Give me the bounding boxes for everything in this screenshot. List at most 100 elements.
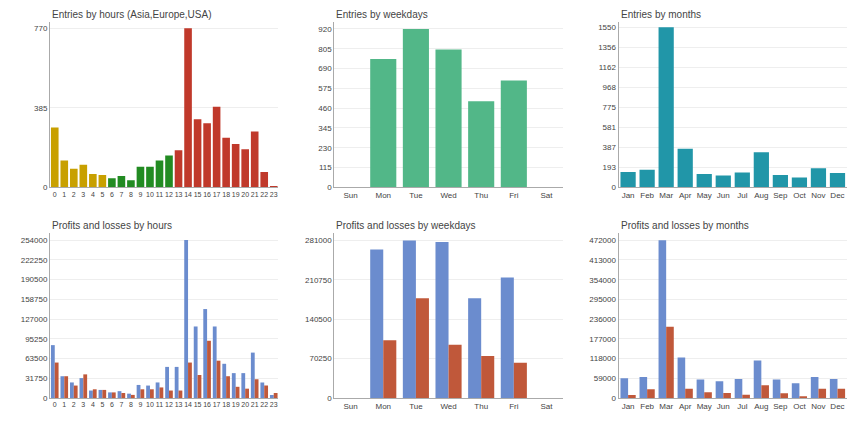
svg-text:Aug: Aug	[754, 191, 768, 200]
svg-text:13: 13	[175, 401, 183, 408]
svg-text:12: 12	[165, 401, 173, 408]
svg-text:118000: 118000	[590, 354, 617, 363]
svg-text:254000: 254000	[21, 236, 48, 245]
svg-text:236000: 236000	[589, 315, 616, 324]
svg-text:1356: 1356	[598, 43, 616, 52]
svg-text:Profits and losses by weekdays: Profits and losses by weekdays	[336, 220, 476, 231]
svg-text:Tue: Tue	[409, 402, 423, 411]
svg-text:Nov: Nov	[811, 402, 825, 411]
svg-text:Jul: Jul	[737, 402, 747, 411]
svg-text:968: 968	[603, 83, 617, 92]
svg-text:Fri: Fri	[509, 402, 519, 411]
svg-text:0: 0	[43, 183, 48, 192]
svg-text:16: 16	[203, 401, 211, 408]
svg-text:354000: 354000	[589, 275, 616, 284]
svg-text:0: 0	[612, 183, 617, 192]
svg-text:Feb: Feb	[640, 191, 654, 200]
svg-text:Feb: Feb	[640, 402, 654, 411]
svg-text:5: 5	[100, 401, 104, 408]
svg-text:11: 11	[156, 191, 163, 198]
svg-text:Oct: Oct	[793, 402, 806, 411]
svg-text:Apr: Apr	[679, 191, 692, 200]
svg-text:Wed: Wed	[440, 191, 456, 200]
svg-text:Dec: Dec	[830, 402, 844, 411]
svg-text:345: 345	[318, 124, 332, 133]
svg-text:158750: 158750	[21, 295, 48, 304]
svg-text:14: 14	[184, 401, 192, 408]
svg-text:127000: 127000	[21, 315, 48, 324]
svg-text:Jul: Jul	[737, 191, 747, 200]
svg-text:1: 1	[62, 401, 66, 408]
svg-text:472000: 472000	[589, 236, 616, 245]
svg-text:0: 0	[43, 394, 48, 403]
svg-text:140500: 140500	[305, 315, 332, 324]
svg-text:413000: 413000	[589, 256, 616, 265]
svg-text:20: 20	[241, 191, 249, 198]
svg-text:0: 0	[327, 394, 332, 403]
svg-text:Dec: Dec	[830, 191, 844, 200]
svg-text:8: 8	[129, 401, 133, 408]
svg-text:805: 805	[318, 45, 332, 54]
svg-text:2: 2	[72, 191, 76, 198]
svg-text:Mar: Mar	[659, 402, 673, 411]
svg-text:63500: 63500	[25, 354, 48, 363]
svg-text:295000: 295000	[589, 295, 616, 304]
svg-text:Mon: Mon	[375, 402, 391, 411]
svg-text:1162: 1162	[599, 63, 617, 72]
svg-text:Tue: Tue	[409, 191, 423, 200]
svg-text:22: 22	[260, 191, 268, 198]
svg-text:May: May	[697, 402, 712, 411]
svg-text:11: 11	[156, 401, 163, 408]
svg-text:1550: 1550	[598, 23, 616, 32]
svg-text:6: 6	[110, 401, 114, 408]
svg-text:193: 193	[603, 163, 617, 172]
svg-text:Entries by weekdays: Entries by weekdays	[336, 9, 428, 20]
svg-text:385: 385	[34, 104, 48, 113]
svg-text:8: 8	[129, 191, 133, 198]
svg-text:230: 230	[318, 144, 332, 153]
svg-text:18: 18	[222, 191, 230, 198]
svg-text:31750: 31750	[25, 374, 48, 383]
svg-text:Fri: Fri	[509, 191, 519, 200]
svg-text:Mon: Mon	[375, 191, 391, 200]
svg-text:0: 0	[327, 183, 332, 192]
svg-text:18: 18	[222, 401, 230, 408]
svg-text:Profits and losses by months: Profits and losses by months	[621, 220, 749, 231]
svg-text:Entries by hours (Asia,Europe,: Entries by hours (Asia,Europe,USA)	[52, 9, 212, 20]
svg-text:115: 115	[319, 163, 332, 172]
svg-text:575: 575	[318, 84, 332, 93]
svg-text:95250: 95250	[25, 335, 48, 344]
svg-text:21: 21	[251, 401, 259, 408]
svg-text:177000: 177000	[589, 335, 616, 344]
svg-text:281000: 281000	[305, 236, 332, 245]
svg-text:14: 14	[184, 191, 192, 198]
svg-text:Thu: Thu	[474, 402, 488, 411]
svg-text:Jun: Jun	[717, 402, 730, 411]
svg-text:190500: 190500	[21, 275, 48, 284]
svg-text:4: 4	[91, 191, 95, 198]
svg-text:Profits and losses by hours: Profits and losses by hours	[52, 220, 172, 231]
svg-text:17: 17	[213, 401, 221, 408]
svg-text:460: 460	[318, 104, 332, 113]
svg-text:19: 19	[232, 401, 240, 408]
svg-text:20: 20	[241, 401, 249, 408]
svg-text:Sep: Sep	[773, 191, 788, 200]
svg-text:Jun: Jun	[717, 191, 730, 200]
svg-text:1: 1	[62, 191, 66, 198]
svg-text:16: 16	[203, 191, 211, 198]
svg-text:10: 10	[146, 401, 154, 408]
svg-text:Wed: Wed	[440, 402, 456, 411]
svg-text:Jan: Jan	[622, 191, 635, 200]
svg-text:222250: 222250	[21, 256, 48, 265]
svg-text:Apr: Apr	[679, 402, 692, 411]
svg-text:10: 10	[146, 191, 154, 198]
svg-text:6: 6	[110, 191, 114, 198]
svg-text:4: 4	[91, 401, 95, 408]
svg-text:3: 3	[81, 191, 85, 198]
svg-text:5: 5	[100, 191, 104, 198]
svg-text:Mar: Mar	[659, 191, 673, 200]
svg-text:Sat: Sat	[540, 402, 553, 411]
svg-text:Jan: Jan	[622, 402, 635, 411]
svg-text:Entries by months: Entries by months	[621, 9, 701, 20]
svg-text:Sat: Sat	[540, 191, 553, 200]
